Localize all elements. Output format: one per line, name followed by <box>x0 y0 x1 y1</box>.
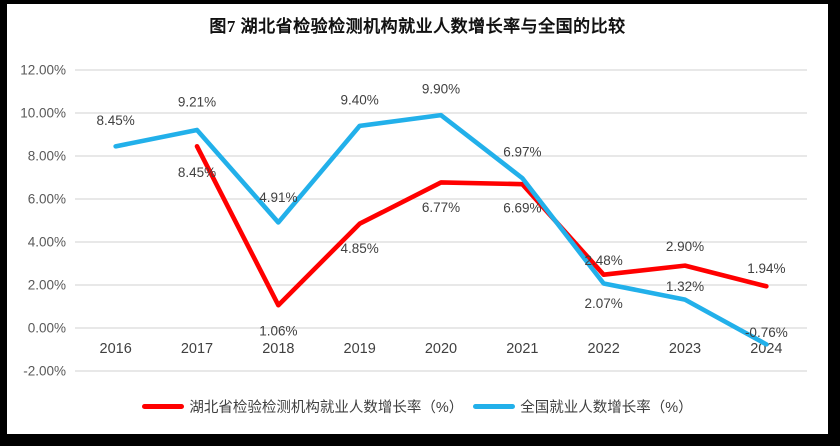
legend: 湖北省检验检测机构就业人数增长率（%） 全国就业人数增长率（%） <box>7 396 828 417</box>
x-axis-tick-label: 2022 <box>588 341 620 357</box>
data-label: 1.94% <box>747 261 785 276</box>
y-axis-tick-label: 0.00% <box>28 321 66 336</box>
y-axis-tick-label: 6.00% <box>28 192 66 207</box>
legend-item-national: 全国就业人数增长率（%） <box>473 396 693 417</box>
data-label: 9.90% <box>422 82 460 97</box>
data-label: 6.69% <box>503 201 541 216</box>
x-axis-tick-label: 2019 <box>344 341 376 357</box>
data-label: 2.07% <box>585 296 623 311</box>
data-label: 1.32% <box>666 279 704 294</box>
y-axis-tick-label: -2.00% <box>23 364 66 379</box>
data-label: 1.06% <box>259 324 297 339</box>
data-label: 4.85% <box>341 241 379 256</box>
hubei-line-swatch <box>142 404 185 409</box>
series-line-hubei <box>194 144 769 308</box>
x-axis-tick-label: 2023 <box>669 341 701 357</box>
chart-title: 图7 湖北省检验检测机构就业人数增长率与全国的比较 <box>209 17 626 36</box>
chart-panel <box>7 4 828 434</box>
x-axis-tick-label: 2017 <box>181 341 213 357</box>
y-axis-tick-label: 8.00% <box>28 149 66 164</box>
data-label: -0.76% <box>745 325 788 340</box>
x-axis-tick-label: 2024 <box>750 341 782 357</box>
legend-item-hubei: 湖北省检验检测机构就业人数增长率（%） <box>142 396 463 417</box>
data-label: 8.45% <box>178 165 216 180</box>
y-axis-tick-label: 10.00% <box>20 106 66 121</box>
y-axis-tick-label: 12.00% <box>20 63 66 78</box>
data-label: 2.90% <box>666 239 704 254</box>
legend-label-national: 全国就业人数增长率（%） <box>520 400 693 416</box>
data-label: 9.40% <box>341 92 379 107</box>
x-axis-tick-label: 2016 <box>100 341 132 357</box>
y-axis-tick-label: 4.00% <box>28 235 66 250</box>
x-axis-tick-label: 2018 <box>262 341 294 357</box>
y-axis-tick-label: 2.00% <box>28 278 66 293</box>
legend-label-hubei: 湖北省检验检测机构就业人数增长率（%） <box>189 400 464 416</box>
data-label: 9.21% <box>178 94 216 109</box>
national-line-swatch <box>473 404 516 409</box>
series-line-national <box>113 112 769 347</box>
x-axis-tick-label: 2020 <box>425 341 457 357</box>
data-label: 6.77% <box>422 200 460 215</box>
data-label: 8.45% <box>97 113 135 128</box>
data-label: 2.48% <box>585 253 623 268</box>
x-axis-tick-label: 2021 <box>506 341 538 357</box>
data-label: 6.97% <box>503 145 541 160</box>
data-label: 4.91% <box>259 190 297 205</box>
